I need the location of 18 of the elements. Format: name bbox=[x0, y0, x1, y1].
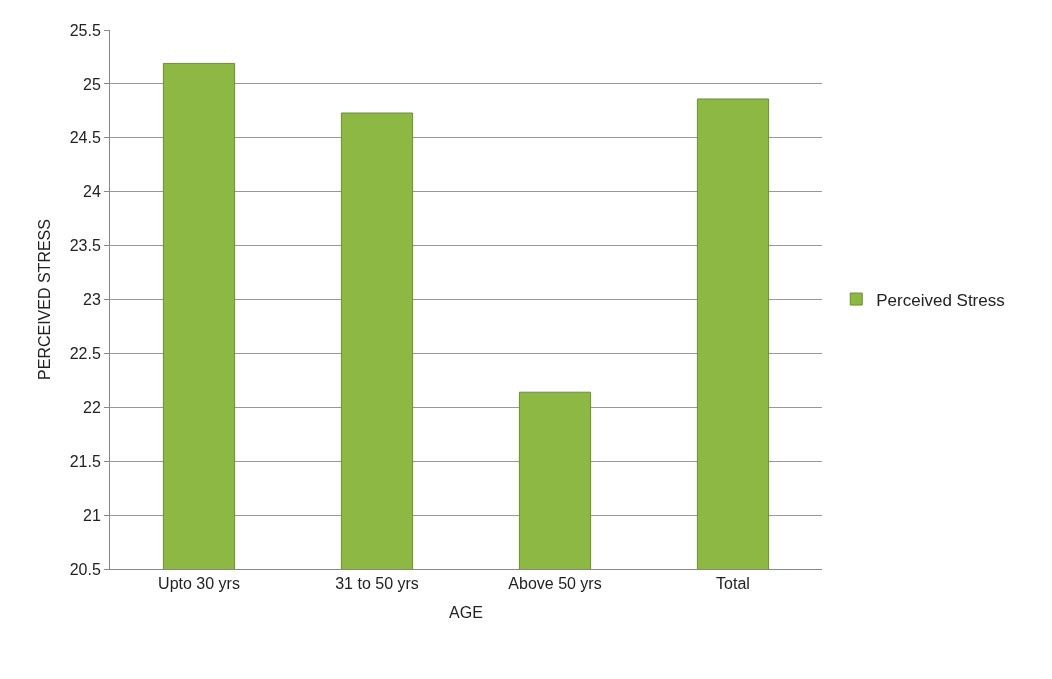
y-tick-label: 21.5 bbox=[69, 452, 101, 470]
x-axis-title: AGE bbox=[449, 603, 483, 621]
x-tick-label: Above 50 yrs bbox=[508, 575, 602, 593]
y-tick-label: 20.5 bbox=[69, 560, 101, 578]
y-tick-label: 23 bbox=[83, 291, 101, 309]
y-tick-label: 24.5 bbox=[69, 129, 101, 147]
y-axis-title: PERCEIVED STRESS bbox=[35, 219, 53, 380]
y-tick-label: 25.5 bbox=[69, 21, 101, 39]
y-tick-label: 24 bbox=[83, 183, 101, 201]
y-tick-label: 25 bbox=[83, 75, 101, 93]
y-tick-label: 22.5 bbox=[69, 345, 101, 362]
x-tick-label: Total bbox=[716, 575, 750, 593]
y-tick-label: 23.5 bbox=[69, 237, 101, 255]
y-tick-label: 21 bbox=[83, 506, 101, 524]
y-tick-label: 22 bbox=[83, 398, 101, 416]
x-tick-label: 31 to 50 yrs bbox=[335, 575, 419, 593]
legend-label: Perceived Stress bbox=[876, 290, 1005, 310]
x-tick-label: Upto 30 yrs bbox=[158, 575, 240, 593]
